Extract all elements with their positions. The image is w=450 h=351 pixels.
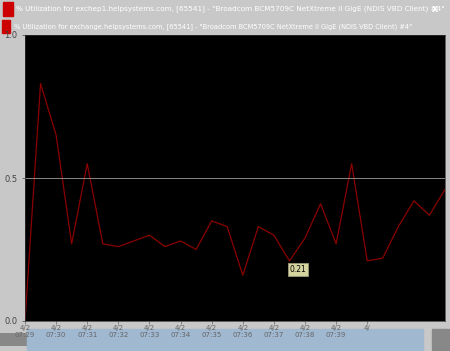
Text: 0.21: 0.21 [289,265,306,274]
Bar [432,329,450,350]
Bar [2,20,10,33]
Circle shape [0,334,120,345]
Text: % Utilization for exchange.helpsystems.com, [65541] - "Broadcom BCM5709C NetXtre: % Utilization for exchange.helpsystems.c… [14,23,412,30]
Circle shape [0,334,132,345]
Text: % Utilization for exchep1.helpsystems.com, [65541] - "Broadcom BCM5709C NetXtrem: % Utilization for exchep1.helpsystems.co… [16,6,445,12]
Bar [3,2,13,16]
Text: x: x [432,4,438,14]
Bar [27,329,423,350]
